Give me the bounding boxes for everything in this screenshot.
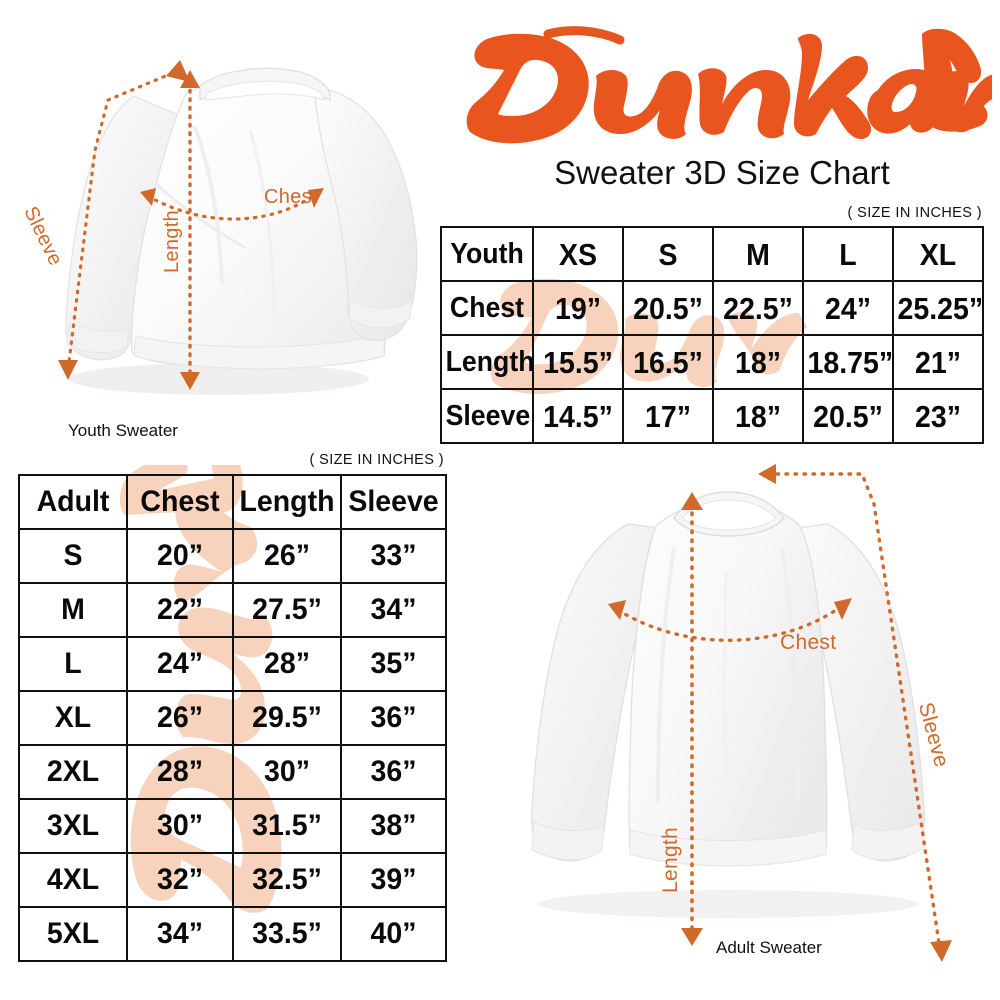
table-row: 3XL 30” 31.5” 38”	[19, 798, 446, 854]
table-row: 2XL 28” 30” 36”	[19, 744, 446, 800]
adult-header-length: Length	[234, 474, 340, 530]
adult-cell: 20”	[128, 528, 232, 584]
youth-cell: 16.5”	[625, 334, 711, 390]
adult-row-label: 2XL	[20, 744, 126, 800]
adult-cell: 24”	[128, 636, 232, 692]
adult-row-label: 3XL	[20, 798, 126, 854]
youth-row-label: Chest	[443, 280, 531, 336]
adult-cell: 36”	[342, 744, 445, 800]
table-row: 5XL 34” 33.5” 40”	[19, 906, 446, 962]
adult-cell: 26”	[234, 528, 340, 584]
adult-row-label: XL	[20, 690, 126, 746]
dunkare-logo	[452, 24, 992, 149]
table-row: Length 15.5” 16.5” 18” 18.75” 21”	[441, 334, 983, 390]
table-row-header: Adult Chest Length Sleeve	[19, 474, 446, 530]
adult-header-sleeve: Sleeve	[342, 474, 445, 530]
adult-cell: 32.5”	[234, 852, 340, 908]
adult-cell: 29.5”	[234, 690, 340, 746]
youth-cell: 23”	[895, 388, 981, 444]
adult-cell: 40”	[342, 906, 445, 962]
chart-subtitle: Sweater 3D Size Chart	[554, 154, 890, 191]
adult-size-unit-note: ( SIZE IN INCHES )	[309, 452, 444, 468]
adult-cell: 30”	[128, 798, 232, 854]
adult-cell: 22”	[128, 582, 232, 638]
adult-row-label: 5XL	[20, 906, 126, 962]
adult-cell: 26”	[128, 690, 232, 746]
adult-size-table: Adult Chest Length Sleeve S 20” 26” 33” …	[18, 474, 447, 962]
youth-measurement-arrows	[58, 60, 324, 390]
youth-cell: 18”	[715, 388, 801, 444]
adult-cell: 27.5”	[234, 582, 340, 638]
adult-cell: 36”	[342, 690, 445, 746]
youth-header-xs: XS	[535, 226, 621, 282]
adult-header-label: Adult	[20, 474, 126, 530]
youth-header-xl: XL	[895, 226, 981, 282]
table-row: S 20” 26” 33”	[19, 528, 446, 584]
adult-cell: 32”	[128, 852, 232, 908]
table-row: XL 26” 29.5” 36”	[19, 690, 446, 746]
youth-cell: 20.5”	[805, 388, 891, 444]
adult-cell: 39”	[342, 852, 445, 908]
table-row: M 22” 27.5” 34”	[19, 582, 446, 638]
adult-chest-label: Chest	[780, 631, 837, 654]
adult-row-label: 4XL	[20, 852, 126, 908]
youth-size-unit-note: ( SIZE IN INCHES )	[847, 205, 982, 221]
youth-cell: 17”	[625, 388, 711, 444]
adult-row-label: L	[20, 636, 126, 692]
youth-header-m: M	[715, 226, 801, 282]
youth-cell: 22.5”	[715, 280, 801, 336]
youth-size-table: Youth XS S M L XL Chest 19” 20.5” 22.5” …	[440, 226, 984, 444]
adult-header-chest: Chest	[128, 474, 232, 530]
youth-cell: 21”	[895, 334, 981, 390]
youth-cell: 15.5”	[535, 334, 621, 390]
adult-row-label: M	[20, 582, 126, 638]
adult-cell: 31.5”	[234, 798, 340, 854]
youth-header-s: S	[625, 226, 711, 282]
table-row: 4XL 32” 32.5” 39”	[19, 852, 446, 908]
youth-cell: 20.5”	[625, 280, 711, 336]
youth-header-l: L	[805, 226, 891, 282]
youth-cell: 25.25”	[895, 280, 983, 336]
youth-header-label: Youth	[443, 226, 531, 282]
adult-cell: 28”	[128, 744, 232, 800]
adult-cell: 33”	[342, 528, 445, 584]
table-row: Chest 19” 20.5” 22.5” 24” 25.25”	[441, 280, 983, 336]
youth-cell: 18”	[715, 334, 801, 390]
adult-sweater-illustration	[478, 452, 978, 952]
adult-cell: 30”	[234, 744, 340, 800]
youth-cell: 18.75”	[805, 334, 893, 390]
youth-row-label: Length	[443, 334, 535, 390]
youth-sweater-caption: Youth Sweater	[68, 421, 178, 440]
table-row: L 24” 28” 35”	[19, 636, 446, 692]
adult-cell: 34”	[342, 582, 445, 638]
adult-cell: 34”	[128, 906, 232, 962]
adult-sweater-caption: Adult Sweater	[716, 938, 822, 957]
youth-row-label: Sleeve	[443, 388, 531, 444]
adult-cell: 35”	[342, 636, 445, 692]
youth-cell: 24”	[805, 280, 891, 336]
adult-cell: 28”	[234, 636, 340, 692]
table-row: Sleeve 14.5” 17” 18” 20.5” 23”	[441, 388, 983, 444]
adult-measurement-arrows	[608, 464, 952, 962]
adult-row-label: S	[20, 528, 126, 584]
adult-cell: 33.5”	[234, 906, 340, 962]
brand-header: Sweater 3D Size Chart	[452, 24, 992, 214]
youth-cell: 14.5”	[535, 388, 621, 444]
youth-cell: 19”	[535, 280, 621, 336]
table-row-header: Youth XS S M L XL	[441, 226, 983, 282]
adult-cell: 38”	[342, 798, 445, 854]
